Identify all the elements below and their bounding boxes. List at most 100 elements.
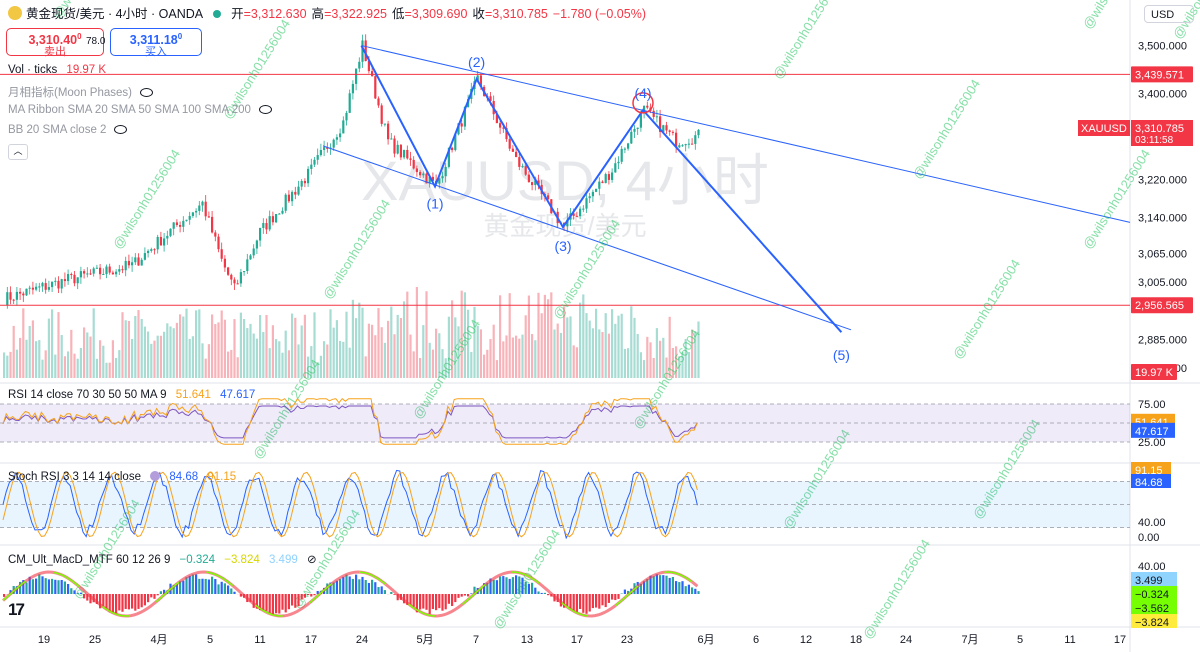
volume-bar bbox=[633, 317, 636, 378]
vol-legend[interactable]: Vol · ticks 19.97 K bbox=[8, 64, 106, 76]
macd-histogram-bar bbox=[41, 576, 44, 594]
volume-bar bbox=[697, 321, 700, 378]
price-axis-label: 3,500.000 bbox=[1138, 41, 1187, 53]
collapse-legend-button[interactable]: ︿ bbox=[8, 144, 28, 160]
macd-histogram-bar bbox=[60, 580, 63, 594]
macd-badge: −3.824 bbox=[1135, 617, 1169, 629]
volume-bar bbox=[489, 339, 492, 378]
candle-body bbox=[390, 138, 393, 140]
macd-histogram-bar bbox=[566, 594, 569, 606]
volume-bar bbox=[172, 328, 175, 378]
volume-bar bbox=[505, 335, 508, 378]
macd-histogram-bar bbox=[28, 576, 31, 594]
moon-legend[interactable]: 月相指标(Moon Phases) bbox=[8, 84, 153, 100]
stoch-axis-label: 40.00 bbox=[1138, 517, 1166, 529]
candle-body bbox=[316, 155, 319, 160]
ribbon-legend[interactable]: MA Ribbon SMA 20 SMA 50 SMA 100 SMA 200 bbox=[8, 104, 272, 116]
candle-body bbox=[9, 292, 12, 300]
time-axis-label: 23 bbox=[621, 634, 633, 646]
time-axis-label: 25 bbox=[89, 634, 101, 646]
macd-histogram-bar bbox=[687, 584, 690, 594]
macd-legend[interactable]: CM_Ult_MacD_MTF 60 12 26 9 −0.324 −3.824… bbox=[8, 552, 317, 566]
stoch-name: Stoch RSI 3 3 14 14 close bbox=[8, 471, 141, 483]
buy-button[interactable]: 3,311.180 买入 bbox=[110, 28, 202, 58]
volume-bar bbox=[271, 325, 274, 378]
candle-body bbox=[444, 166, 447, 177]
volume-bar bbox=[294, 317, 297, 378]
volume-bar bbox=[243, 318, 246, 378]
candle-body bbox=[508, 139, 511, 149]
candle-body bbox=[630, 131, 633, 144]
time-axis-label: 5 bbox=[207, 634, 213, 646]
watermark-tag: @wilsonh01256004 bbox=[1080, 147, 1153, 252]
macd-histogram-bar bbox=[691, 587, 694, 594]
macd-histogram-bar bbox=[51, 578, 54, 594]
hidden-eye-icon[interactable] bbox=[139, 88, 153, 97]
macd-name: CM_Ult_MacD_MTF 60 12 26 9 bbox=[8, 554, 171, 566]
hidden-eye-icon[interactable] bbox=[258, 105, 272, 114]
volume-bar bbox=[115, 357, 118, 378]
macd-histogram-bar bbox=[377, 587, 380, 594]
macd-histogram-bar bbox=[211, 576, 214, 594]
candle-body bbox=[335, 137, 338, 140]
volume-bar bbox=[569, 316, 572, 378]
macd-histogram-bar bbox=[499, 576, 502, 594]
volume-bar bbox=[105, 362, 108, 378]
volume-bar bbox=[422, 325, 425, 378]
candle-body bbox=[447, 147, 450, 167]
volume-bar bbox=[681, 351, 684, 378]
change-value: −1.780 (−0.05%) bbox=[552, 7, 646, 21]
buy-price: 3,311.18 bbox=[129, 33, 178, 48]
resistance-badge: 3,439.571 bbox=[1135, 69, 1184, 81]
candle-body bbox=[54, 280, 57, 282]
candle-body bbox=[502, 127, 505, 129]
volume-bar bbox=[591, 328, 594, 378]
volume-bar bbox=[329, 309, 332, 378]
volume-bar bbox=[131, 338, 134, 378]
volume-bar bbox=[278, 341, 281, 378]
rsi-legend[interactable]: RSI 14 close 70 30 50 50 MA 9 51.641 47.… bbox=[8, 389, 255, 401]
symbol-title[interactable]: 黄金现货/美元 · 4小时 · OANDA bbox=[26, 7, 204, 21]
macd-histogram-bar bbox=[607, 594, 610, 603]
candle-body bbox=[233, 279, 236, 284]
watermark-tag: @wilsonh01256004 bbox=[320, 197, 393, 302]
tradingview-logo-icon[interactable]: 17 bbox=[8, 600, 25, 619]
candle-body bbox=[319, 149, 322, 156]
volume-bar bbox=[476, 325, 479, 378]
macd-histogram-bar bbox=[511, 577, 514, 594]
hidden-eye-icon[interactable] bbox=[114, 125, 128, 134]
candle-body bbox=[332, 139, 335, 148]
volume-bar bbox=[438, 333, 441, 378]
volume-bar bbox=[150, 343, 153, 378]
macd-histogram-bar bbox=[668, 577, 671, 594]
stoch-legend[interactable]: Stoch RSI 3 3 14 14 close 84.68 91.15 bbox=[8, 471, 236, 483]
volume-bar bbox=[166, 323, 169, 378]
volume-bar bbox=[556, 323, 559, 378]
volume-bar bbox=[553, 329, 556, 378]
candle-body bbox=[646, 105, 649, 108]
bb-legend[interactable]: BB 20 SMA close 2 bbox=[8, 124, 128, 136]
volume-bar bbox=[124, 320, 127, 378]
sell-button[interactable]: 3,310.400 卖出 bbox=[6, 28, 104, 58]
volume-bar bbox=[671, 347, 674, 378]
macd-histogram-bar bbox=[371, 579, 374, 594]
currency-button[interactable]: USD bbox=[1144, 5, 1194, 23]
volume-bar bbox=[227, 351, 230, 378]
macd-histogram-bar bbox=[441, 594, 444, 611]
candle-body bbox=[380, 105, 383, 124]
candle-body bbox=[172, 222, 175, 229]
hide-slash-icon[interactable]: ⊘ bbox=[306, 554, 317, 566]
macd-histogram-bar bbox=[332, 582, 335, 594]
volume-bar bbox=[342, 341, 345, 378]
macd-histogram-bar bbox=[140, 594, 143, 608]
time-axis-label: 7月 bbox=[961, 634, 978, 646]
candle-body bbox=[438, 178, 441, 184]
data-window-icon[interactable] bbox=[150, 471, 161, 481]
candle-body bbox=[137, 257, 140, 266]
macd-histogram-bar bbox=[588, 594, 591, 612]
volume-bar bbox=[73, 353, 76, 378]
volume-bar bbox=[441, 349, 444, 378]
macd-histogram-bar bbox=[428, 594, 431, 614]
